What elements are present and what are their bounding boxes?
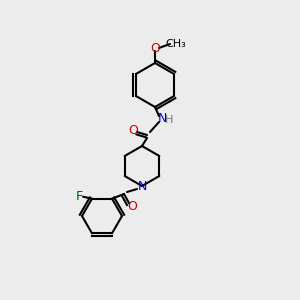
Text: H: H [165, 115, 173, 125]
Text: O: O [128, 124, 138, 137]
Text: N: N [137, 179, 147, 193]
Text: CH₃: CH₃ [166, 39, 186, 49]
Text: O: O [127, 200, 137, 212]
Text: N: N [157, 112, 167, 125]
Text: O: O [150, 43, 160, 56]
Text: F: F [75, 190, 82, 203]
